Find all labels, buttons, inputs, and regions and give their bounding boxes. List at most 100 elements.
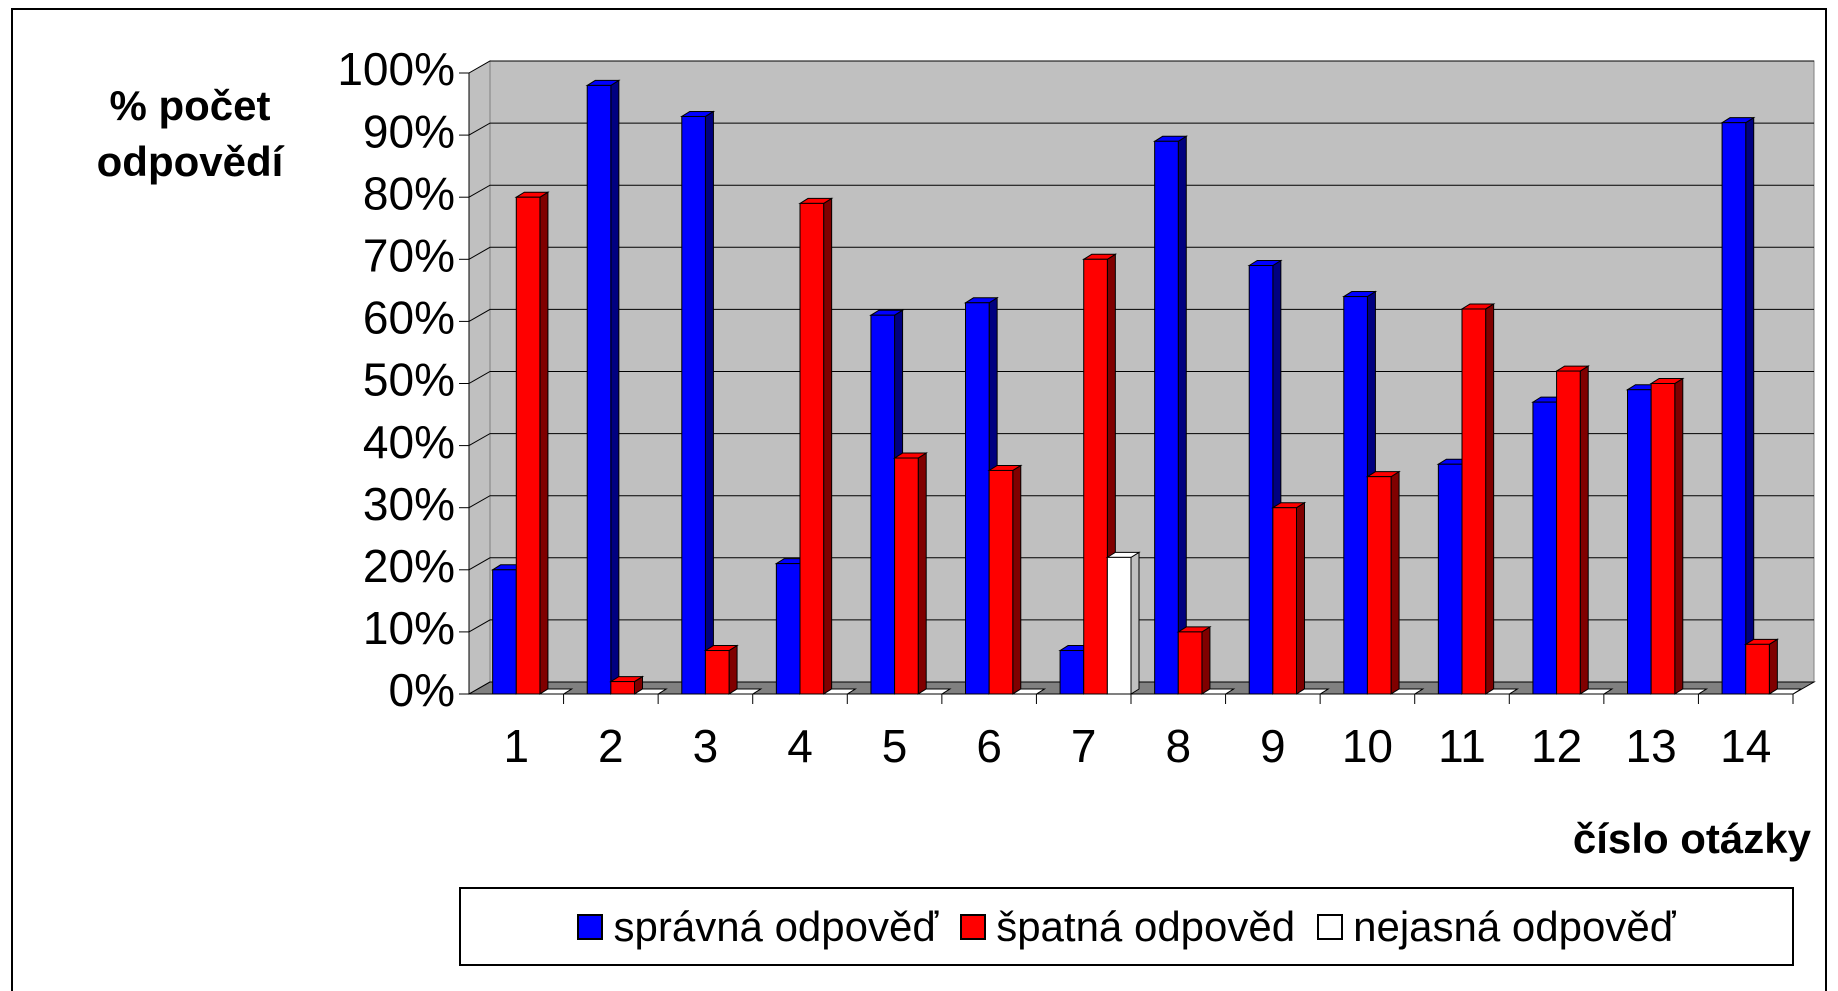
bar-side xyxy=(1296,501,1305,695)
bar-side xyxy=(1768,638,1778,695)
x-axis-label: číslo otázky xyxy=(1573,815,1812,862)
bar xyxy=(1721,122,1747,695)
bar xyxy=(1154,140,1179,695)
bar xyxy=(1272,507,1298,695)
bar-side xyxy=(728,644,738,695)
y-tick-label: 0% xyxy=(389,664,455,716)
bar xyxy=(1437,463,1463,695)
bar-top xyxy=(821,688,858,695)
bar-side xyxy=(704,110,714,695)
y-tick-label: 30% xyxy=(363,478,455,530)
legend-item: nejasná odpověď xyxy=(1317,902,1676,951)
bar-side xyxy=(1390,470,1400,695)
bar-side xyxy=(1012,464,1022,695)
x-tick-label: 6 xyxy=(976,720,1002,772)
grid-line xyxy=(468,184,1814,198)
bar-top xyxy=(1294,688,1330,695)
bar-top xyxy=(727,688,763,695)
x-tick-label: 13 xyxy=(1626,720,1677,772)
bar xyxy=(681,115,706,695)
x-tick-label: 4 xyxy=(787,720,813,772)
bar xyxy=(1366,476,1392,695)
y-tick-label: 100% xyxy=(337,43,455,95)
y-axis-label: % počet odpovědí xyxy=(96,82,284,185)
bar xyxy=(515,196,541,695)
bar-side xyxy=(1745,116,1755,695)
x-tick-label: 1 xyxy=(503,720,529,772)
y-tick-label: 70% xyxy=(363,229,455,281)
floor xyxy=(467,681,1816,695)
bar-side xyxy=(1485,303,1495,695)
x-tick-label: 11 xyxy=(1438,720,1486,772)
x-tick-label: 10 xyxy=(1342,720,1393,772)
bar xyxy=(775,563,801,695)
y-tick-label: 40% xyxy=(363,416,455,468)
bar xyxy=(1745,643,1770,695)
x-tick-label: 2 xyxy=(598,720,624,772)
bar-side xyxy=(917,452,927,695)
y-tick-label: 20% xyxy=(363,540,455,592)
bar xyxy=(1248,265,1274,695)
bar-side xyxy=(1674,377,1684,695)
bar-top xyxy=(916,688,952,695)
bar xyxy=(1532,401,1558,695)
y-tick-label: 10% xyxy=(363,602,455,654)
bar xyxy=(988,469,1014,695)
grid-line xyxy=(468,122,1814,136)
bar-top xyxy=(1200,688,1236,695)
bar xyxy=(965,302,990,695)
bar xyxy=(492,569,517,695)
y-tick-label: 60% xyxy=(363,292,455,344)
legend: správná odpověď špatná odpověd nejasná odp… xyxy=(459,887,1794,966)
y-tick-label: 90% xyxy=(363,105,455,157)
legend-swatch xyxy=(577,913,604,940)
x-tick-label: 5 xyxy=(882,720,908,772)
x-tick-label: 14 xyxy=(1720,720,1771,772)
bar xyxy=(610,681,635,695)
plot: 0%10%20%30%40%50%60%70%80%90%100%1 2 3 4 5 6 7… xyxy=(337,43,1816,772)
bar xyxy=(1627,389,1652,695)
bar-side xyxy=(539,191,549,695)
bar-top xyxy=(1578,688,1614,695)
bar xyxy=(1650,383,1676,695)
grid-line xyxy=(468,60,1814,74)
bar xyxy=(1177,631,1203,695)
bar xyxy=(799,202,825,695)
legend-label: nejasná odpověď xyxy=(1353,902,1676,950)
x-tick-label: 12 xyxy=(1531,720,1582,772)
bar-side xyxy=(1130,551,1140,695)
bar xyxy=(1059,650,1085,695)
grid-line xyxy=(468,246,1814,260)
bar xyxy=(586,84,612,695)
x-tick-label: 7 xyxy=(1071,720,1097,772)
bar-side xyxy=(1177,135,1187,695)
legend-label: špatná odpověd xyxy=(996,902,1296,950)
bar-top xyxy=(1767,688,1803,695)
bar-top xyxy=(1483,688,1520,695)
legend-swatch xyxy=(960,913,987,940)
bar xyxy=(1556,370,1581,695)
bar xyxy=(1461,308,1487,695)
bar-top xyxy=(538,688,574,695)
bar xyxy=(894,457,919,695)
bar-side xyxy=(823,197,833,695)
bar-side xyxy=(1201,625,1211,695)
bar-top xyxy=(1011,688,1047,695)
legend-item: správná odpověď xyxy=(577,903,938,951)
bar-top xyxy=(1389,688,1425,695)
bar xyxy=(1106,556,1132,695)
x-tick-label: 9 xyxy=(1260,720,1286,772)
bar-top xyxy=(632,688,668,695)
bar-side xyxy=(1579,365,1589,695)
legend-item: špatná odpověd xyxy=(960,903,1295,951)
x-tick-label: 8 xyxy=(1165,720,1191,772)
bar xyxy=(1343,296,1368,695)
y-tick-label: 50% xyxy=(363,354,455,406)
legend-swatch xyxy=(1317,913,1344,940)
bar xyxy=(1083,258,1108,695)
chart-border xyxy=(11,8,1827,991)
bar xyxy=(870,314,896,695)
bar xyxy=(704,650,730,695)
